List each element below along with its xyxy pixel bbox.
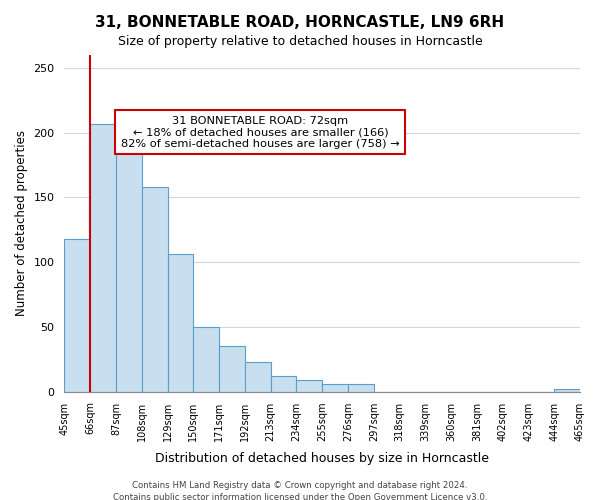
Text: Contains public sector information licensed under the Open Government Licence v3: Contains public sector information licen… bbox=[113, 494, 487, 500]
Bar bbox=[90, 124, 116, 392]
Bar bbox=[142, 187, 167, 392]
Bar bbox=[167, 254, 193, 392]
Bar bbox=[245, 362, 271, 392]
Y-axis label: Number of detached properties: Number of detached properties bbox=[15, 130, 28, 316]
Bar bbox=[348, 384, 374, 392]
Bar bbox=[219, 346, 245, 392]
Bar bbox=[554, 389, 580, 392]
Text: Size of property relative to detached houses in Horncastle: Size of property relative to detached ho… bbox=[118, 35, 482, 48]
Bar bbox=[271, 376, 296, 392]
Bar bbox=[193, 327, 219, 392]
Bar bbox=[322, 384, 348, 392]
Bar bbox=[296, 380, 322, 392]
Bar bbox=[116, 136, 142, 392]
Text: 31 BONNETABLE ROAD: 72sqm
← 18% of detached houses are smaller (166)
82% of semi: 31 BONNETABLE ROAD: 72sqm ← 18% of detac… bbox=[121, 116, 400, 149]
Text: 31, BONNETABLE ROAD, HORNCASTLE, LN9 6RH: 31, BONNETABLE ROAD, HORNCASTLE, LN9 6RH bbox=[95, 15, 505, 30]
Bar bbox=[64, 239, 90, 392]
Text: Contains HM Land Registry data © Crown copyright and database right 2024.: Contains HM Land Registry data © Crown c… bbox=[132, 481, 468, 490]
X-axis label: Distribution of detached houses by size in Horncastle: Distribution of detached houses by size … bbox=[155, 452, 489, 465]
